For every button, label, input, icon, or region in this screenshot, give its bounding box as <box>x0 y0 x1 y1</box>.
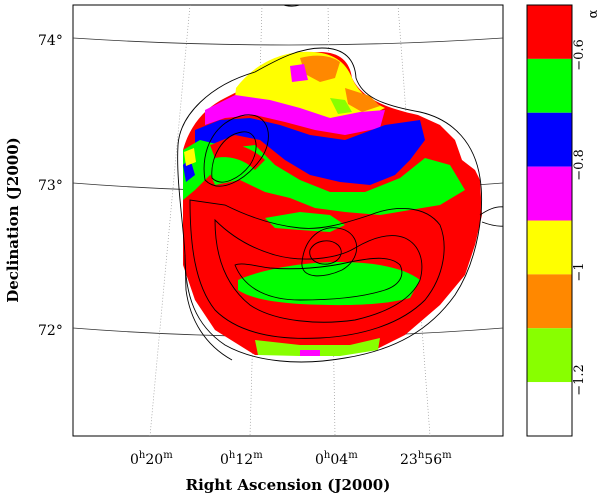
colorbar-bin-3 <box>527 166 572 221</box>
map-region-orange-north <box>300 55 340 82</box>
map-region-orange-east <box>345 88 380 112</box>
ra-tick-0h12m: 0h12m <box>220 450 263 468</box>
map-region-magenta-north <box>290 64 308 82</box>
map-region-lime-north <box>330 98 352 114</box>
dec-axis: 74° 73° 72° <box>38 33 63 339</box>
colorbar-bin-5 <box>527 274 572 329</box>
dec-tick-74: 74° <box>38 33 63 49</box>
map-region-yellow-west <box>184 148 196 166</box>
colorbar-tick-neg-0-6: −0.6 <box>572 39 587 71</box>
ra-tick-0h04m: 0h04m <box>315 450 358 468</box>
colorbar-label-alpha: α <box>586 9 600 18</box>
dec-tick-73: 73° <box>38 178 63 194</box>
colorbar-bin-4 <box>527 220 572 275</box>
x-axis-label: Right Ascension (J2000) <box>186 476 391 494</box>
map-region-green-middle <box>205 145 465 215</box>
colorbar-bin-2 <box>527 112 572 167</box>
colorbar-tick-neg-0-8: −0.8 <box>572 149 587 181</box>
map-region-green-south <box>238 262 420 306</box>
contour-lines <box>177 5 503 363</box>
ra-axis: 0h20m 0h12m 0h04m 23h56m <box>130 450 452 468</box>
colorbar-bin-6 <box>527 328 572 383</box>
map-region-magenta-south <box>300 350 320 356</box>
colorbar: −0.6 −0.8 −1 −1.2 α <box>526 4 600 437</box>
colorbar-tick-neg-1: −1 <box>572 262 587 281</box>
dec-tick-72: 72° <box>38 323 63 339</box>
y-axis-label: Declination (J2000) <box>4 137 22 303</box>
colorbar-frame <box>526 4 573 437</box>
colorbar-bin-1 <box>527 58 572 113</box>
colorbar-bin-7 <box>527 382 572 437</box>
ra-tick-23h56m: 23h56m <box>400 450 452 468</box>
ra-tick-0h20m: 0h20m <box>130 450 173 468</box>
map-region-lime-south <box>255 338 380 356</box>
colorbar-bin-0 <box>527 5 572 59</box>
map-region-magenta <box>205 95 385 135</box>
colorbar-tick-neg-1-2: −1.2 <box>572 364 587 396</box>
spectral-index-map <box>183 51 482 356</box>
